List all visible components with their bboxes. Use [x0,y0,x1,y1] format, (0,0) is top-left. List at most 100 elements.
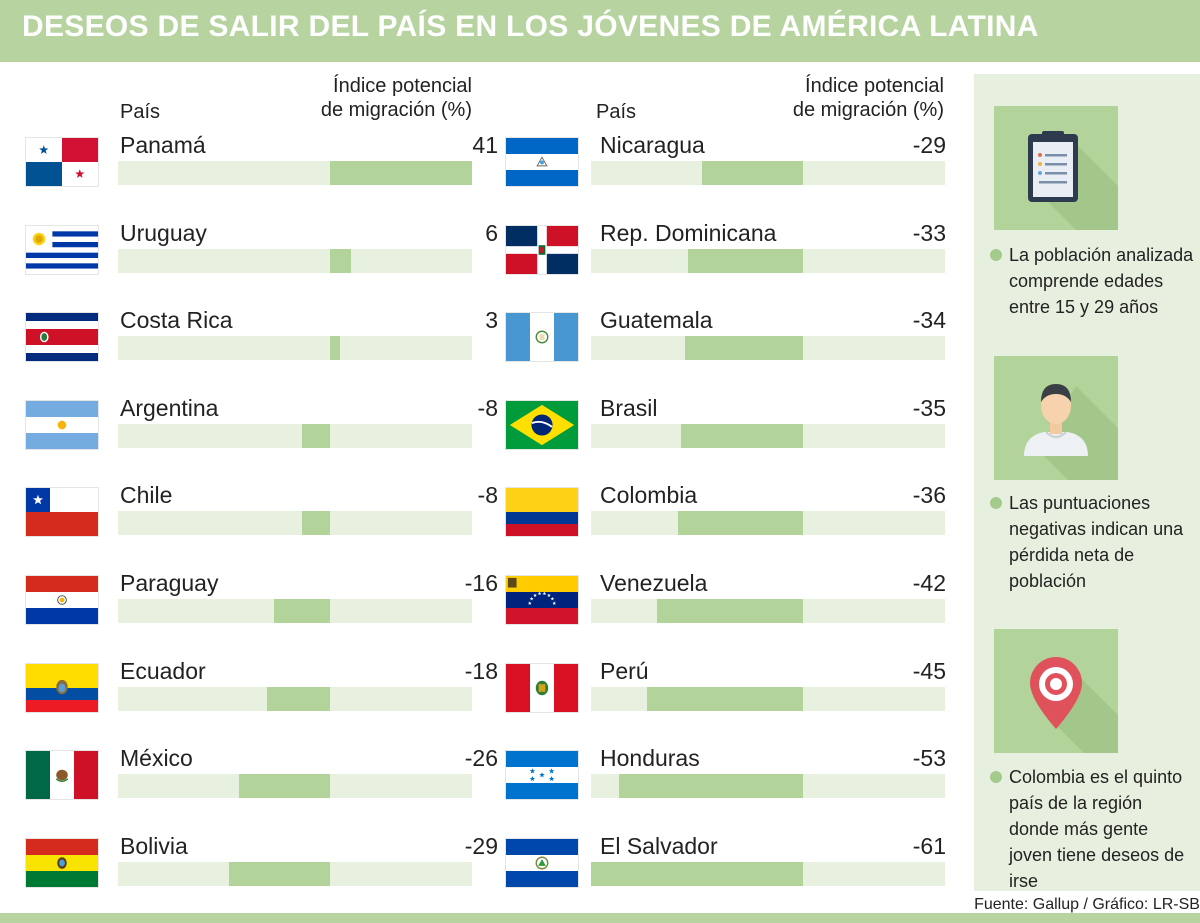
country-label: Perú [600,657,649,684]
bar [681,423,803,448]
value-label: -26 [464,745,498,772]
country-column-header: País [596,101,637,123]
side-panel: La población analizada comprende edades … [974,74,1200,891]
bar-track [591,161,945,185]
bar-row: Guatemala -34 [505,307,946,392]
side-note-text: Las puntuaciones negativas indican una p… [1009,493,1184,591]
bar-track [591,423,945,448]
bar [656,599,803,623]
location-pin-icon [1030,657,1118,753]
country-label: Nicaragua [600,132,705,158]
bar-row: Costa Rica 3 [25,307,498,392]
bar-track [591,861,945,886]
bar-row: Uruguay 6 [25,220,498,305]
value-label: -16 [464,570,498,596]
bar [329,248,351,273]
bar [688,248,803,273]
bar-track [591,599,945,623]
bar-row: Panamá 41 [25,132,498,217]
bar [591,861,803,886]
uruguay-flag [25,224,99,275]
bullet-dot [990,771,1002,783]
bar [267,686,330,711]
bar-row: Chile -8 [25,482,498,567]
bar-track [118,599,472,623]
country-label: Bolivia [120,832,188,859]
mexico-flag [25,750,99,801]
panama-flag [25,137,99,187]
bar [618,774,803,799]
value-label: -8 [477,482,498,509]
guatemala-flag [505,312,579,363]
footer-bar [0,913,1200,923]
bar-track [118,423,472,448]
value-label: -29 [912,132,946,158]
country-label: Guatemala [600,307,713,334]
bar-track [591,248,945,273]
side-note-text: Colombia es el quinto país de la región … [1009,767,1185,891]
bar-row: Bolivia -29 [25,833,498,918]
side-note: Las puntuaciones negativas indican una p… [990,490,1196,594]
value-label: -61 [912,832,946,859]
bar-row: Paraguay -16 [25,570,498,655]
bar-row: Honduras -53 [505,745,946,830]
value-label: 6 [485,219,498,246]
country-label: México [120,745,193,772]
bar-track [591,336,945,361]
bar [239,774,330,799]
bar [677,511,803,536]
bar-row: México -26 [25,745,498,830]
index-column-header: Índice potencial de migración (%) [770,74,944,122]
ecuador-flag [25,662,99,713]
country-label: Ecuador [120,657,206,684]
bar-track [591,774,945,799]
bolivia-flag [25,837,99,888]
bar [684,336,803,361]
clipboard-icon [1028,131,1118,230]
country-label: El Salvador [600,832,718,859]
chart-title: DESEOS DE SALIR DEL PAÍS EN LOS JÓVENES … [22,10,1039,43]
bar [329,336,341,361]
venezuela-flag [505,575,579,625]
value-label: -53 [912,745,946,772]
index-header-line2: de migración (%) [320,99,472,121]
bar [274,599,330,623]
country-column-header: País [120,101,161,123]
side-note-text: La población analizada comprende edades … [1009,245,1194,317]
bar-track [118,511,472,536]
honduras-flag [505,750,579,801]
person-icon [1024,384,1118,480]
side-note: Colombia es el quinto país de la región … [990,764,1196,894]
bullet-dot [990,249,1002,261]
value-label: -18 [464,657,498,684]
header-bar: DESEOS DE SALIR DEL PAÍS EN LOS JÓVENES … [0,0,1200,62]
bar-row: Argentina -8 [25,395,498,480]
bar-track [118,774,472,799]
country-label: Argentina [120,394,219,421]
country-label: Colombia [600,482,698,509]
bar-track [118,336,472,361]
source-credit: Fuente: Gallup / Gráfico: LR-SB [974,896,1200,913]
value-label: -35 [912,394,946,421]
value-label: 3 [485,307,498,334]
bar [301,423,330,448]
index-header-line2: de migración (%) [792,99,944,121]
bar-row: Nicaragua -29 [505,132,946,217]
index-header-line1: Índice potencial [805,75,944,97]
bar [646,686,803,711]
country-label: Costa Rica [120,307,233,334]
bar-row: Colombia -36 [505,482,946,567]
bar [301,511,330,536]
index-header-line1: Índice potencial [333,75,472,97]
argentina-flag [25,399,99,450]
value-label: -29 [464,832,498,859]
clipboard-card [994,106,1118,230]
value-label: -45 [912,657,946,684]
el-salvador-flag [505,837,579,888]
person-card [994,356,1118,480]
bar [702,161,803,185]
country-label: Rep. Dominicana [600,219,777,246]
location-pin-card [994,629,1118,753]
country-label: Brasil [600,394,658,421]
country-label: Paraguay [120,570,219,596]
